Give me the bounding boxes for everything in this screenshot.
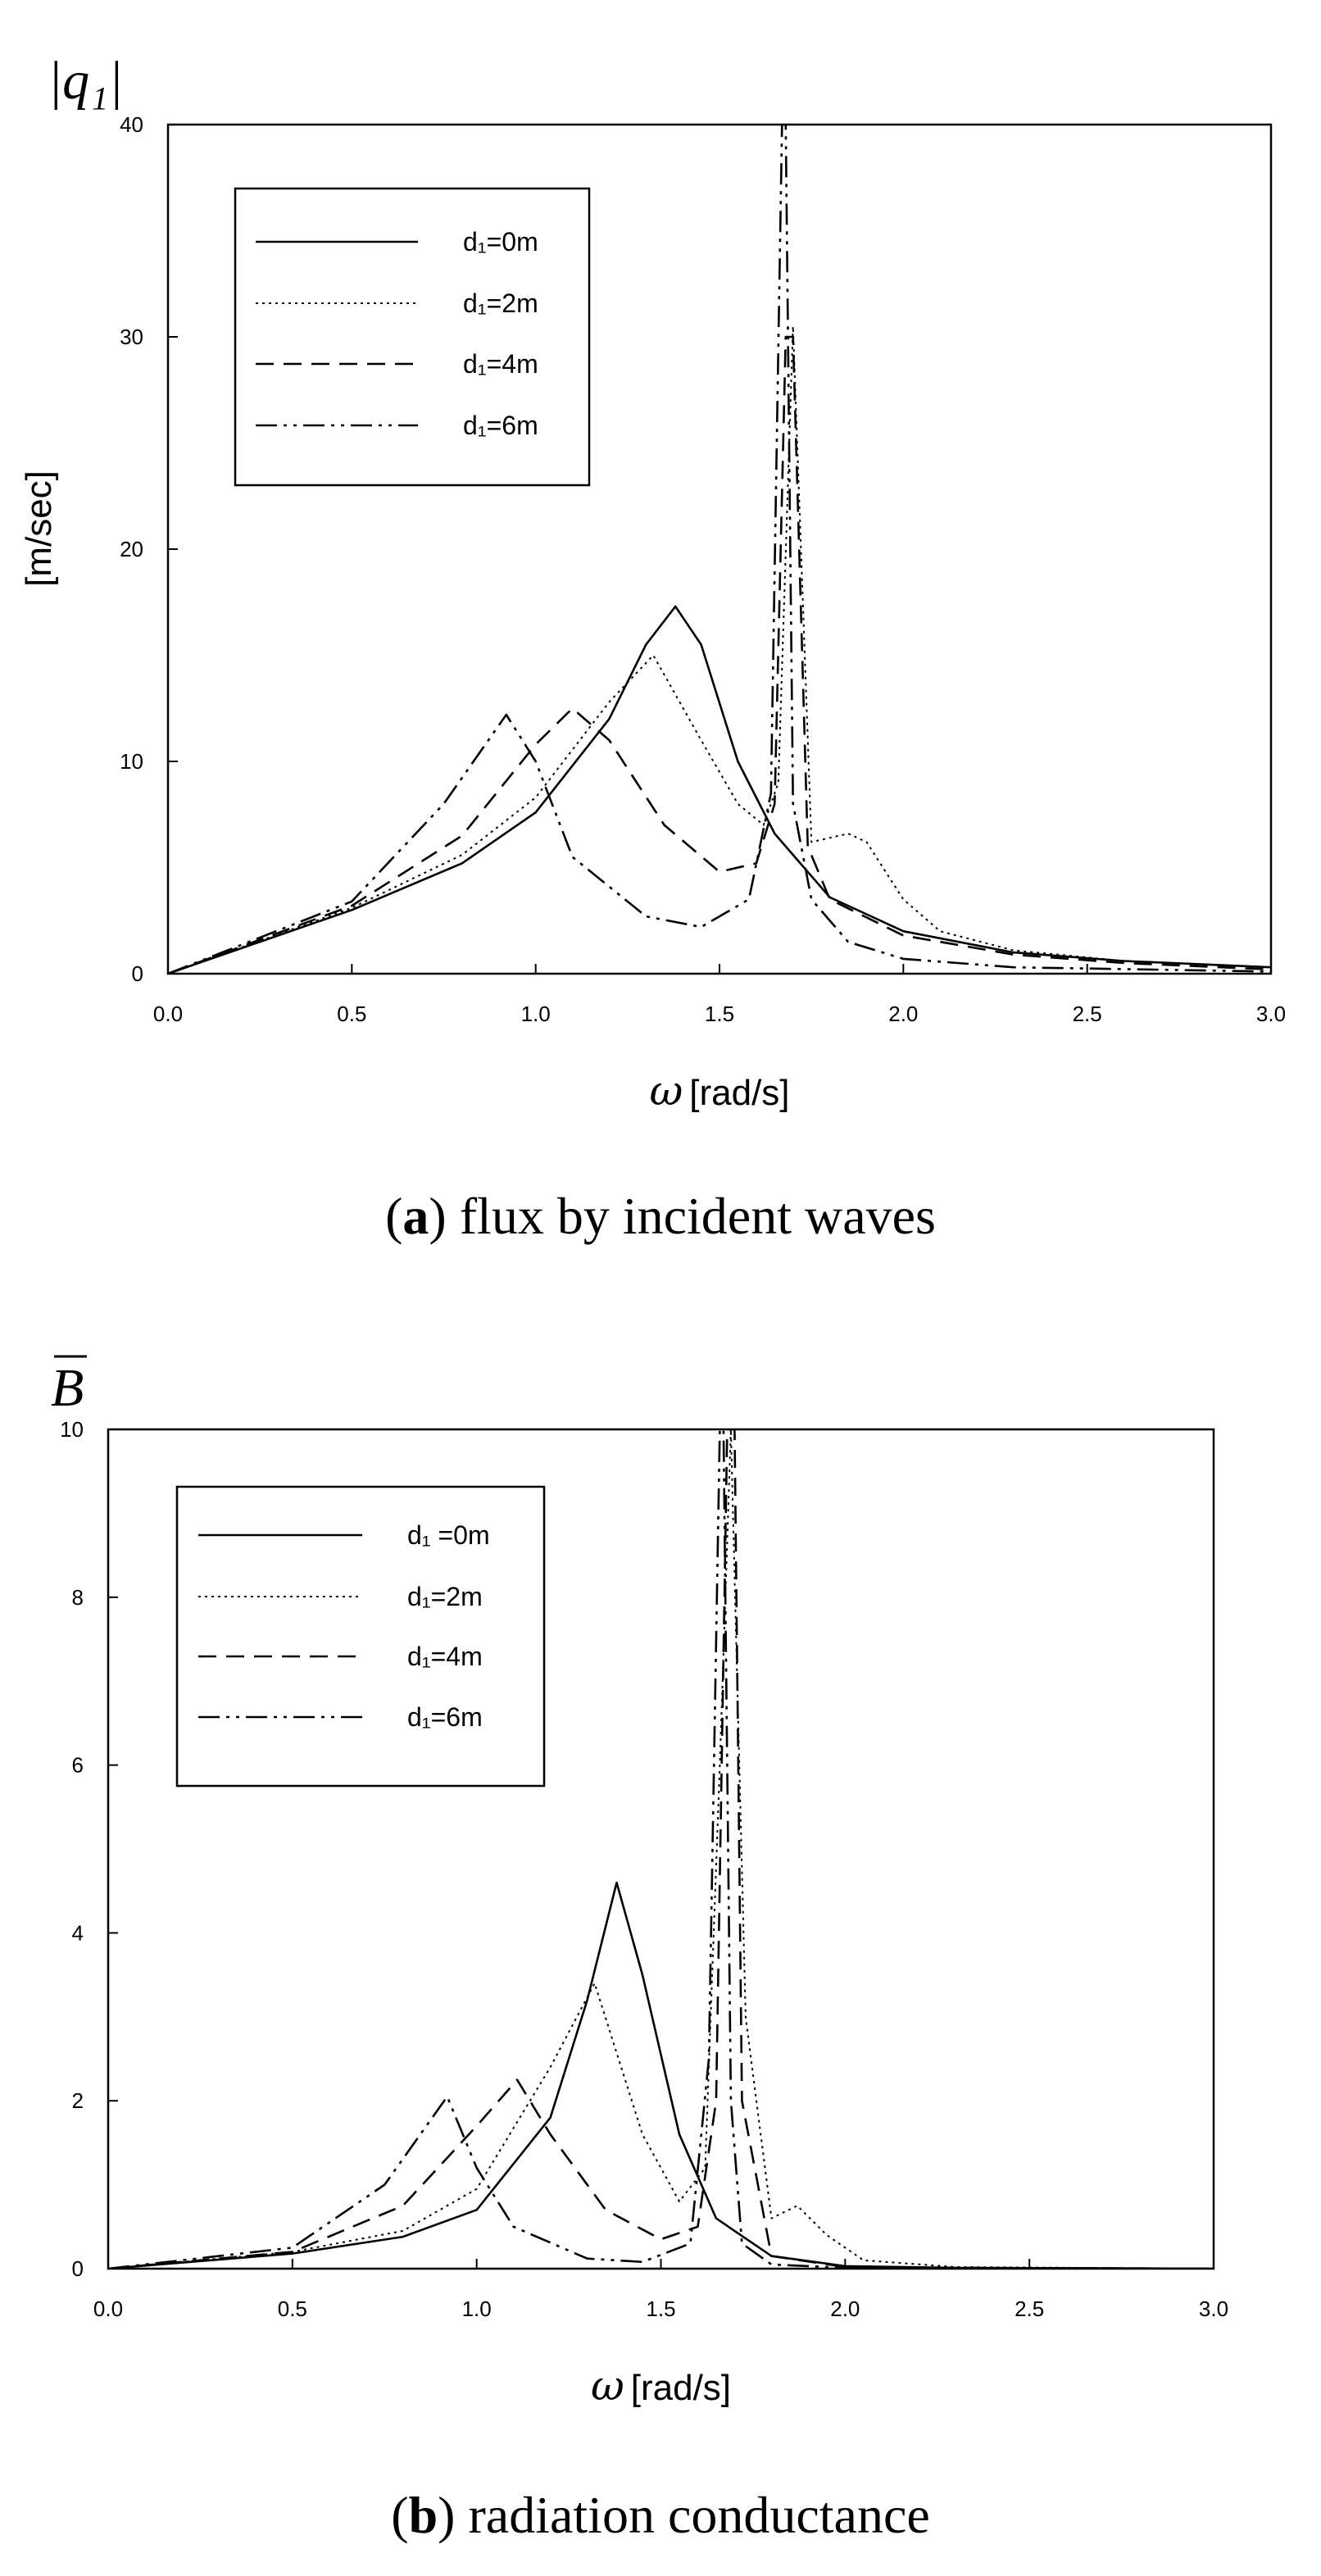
- x-tick-label: 1.5: [705, 1002, 734, 1026]
- x-tick-label: 1.5: [646, 2297, 675, 2321]
- x-tick-label: 2.0: [888, 1002, 918, 1026]
- y-tick-label: 2: [72, 2088, 84, 2113]
- x-axis-label: ω [rad/s]: [649, 1067, 789, 1115]
- legend-box: [234, 187, 591, 487]
- x-tick-label: 1.0: [462, 2297, 492, 2321]
- y-axis-symbol: |q₁|: [48, 51, 123, 111]
- x-tick-label: 3.0: [1199, 2297, 1228, 2321]
- y-tick-label: 4: [72, 1920, 84, 1945]
- series-line-solid: [168, 605, 1271, 974]
- omega-symbol: ω: [591, 2362, 624, 2410]
- y-tick-label: 40: [120, 112, 143, 137]
- x-axis-unit: [rad/s]: [631, 2368, 731, 2408]
- x-tick-label: 0.0: [153, 1002, 183, 1026]
- legend-label: d₁=4m: [407, 1642, 483, 1671]
- legend: d₁=0m d₁=2m d₁=4m d₁=6m: [234, 187, 591, 487]
- legend-label: d₁ =0m: [407, 1520, 490, 1550]
- series-line-dashdotdot: [168, 125, 1271, 974]
- x-tick-label: 2.0: [830, 2297, 860, 2321]
- x-tick-label: 2.5: [1073, 1002, 1102, 1026]
- omega-symbol: ω: [649, 1067, 683, 1115]
- legend-label: d₁=2m: [463, 288, 538, 318]
- y-tick-label: 10: [60, 1417, 84, 1442]
- series-line-solid: [108, 1881, 1214, 2269]
- panel-caption: (a) flux by incident waves: [385, 1187, 936, 1245]
- legend-label: d₁=6m: [407, 1702, 483, 1732]
- legend-label: d₁=2m: [407, 1582, 483, 1611]
- x-axis-unit: [rad/s]: [689, 1073, 789, 1113]
- legend-label: d₁=0m: [463, 227, 538, 257]
- y-tick-label: 6: [72, 1753, 84, 1778]
- y-tick-label: 10: [120, 749, 143, 774]
- series-line-dashed: [108, 1429, 1214, 2269]
- chart-panel-a: 0.0 0.5 1.0 1.5 2.0 2.5 3.0 0 10 20 30 40 d₁=0m d₁=2m…: [19, 51, 1286, 1245]
- x-tick-label: 0.0: [93, 2297, 123, 2321]
- y-tick-label: 20: [120, 537, 143, 561]
- caption-text: flux by incident waves: [460, 1187, 936, 1245]
- legend-label: d₁=4m: [463, 349, 538, 379]
- series-line-dashed: [168, 335, 1271, 974]
- y-tick-label: 30: [120, 325, 143, 349]
- x-tick-label: 0.5: [337, 1002, 366, 1026]
- y-tick-label: 0: [72, 2256, 84, 2281]
- y-tick-label: 8: [72, 1585, 84, 1610]
- y-axis-label: [m/sec]: [19, 470, 59, 587]
- y-axis-symbol: B: [51, 1358, 84, 1418]
- panel-caption: (b) radiation conductance: [391, 2486, 930, 2544]
- series-line-dotted: [108, 1429, 1214, 2269]
- x-tick-label: 0.5: [278, 2297, 307, 2321]
- legend: d₁ =0m d₁=2m d₁=4m d₁=6m: [175, 1485, 546, 1788]
- x-axis-label: ω [rad/s]: [591, 2362, 731, 2410]
- legend-box: [175, 1485, 546, 1788]
- caption-text: radiation conductance: [468, 2486, 929, 2544]
- x-tick-label: 3.0: [1256, 1002, 1286, 1026]
- series-line-dashdotdot: [108, 1429, 1214, 2269]
- caption-letter: a: [402, 1187, 429, 1245]
- caption-letter: b: [409, 2486, 438, 2544]
- y-tick-label: 0: [132, 961, 143, 986]
- x-tick-label: 1.0: [521, 1002, 551, 1026]
- legend-label: d₁=6m: [463, 411, 538, 440]
- x-tick-label: 2.5: [1015, 2297, 1044, 2321]
